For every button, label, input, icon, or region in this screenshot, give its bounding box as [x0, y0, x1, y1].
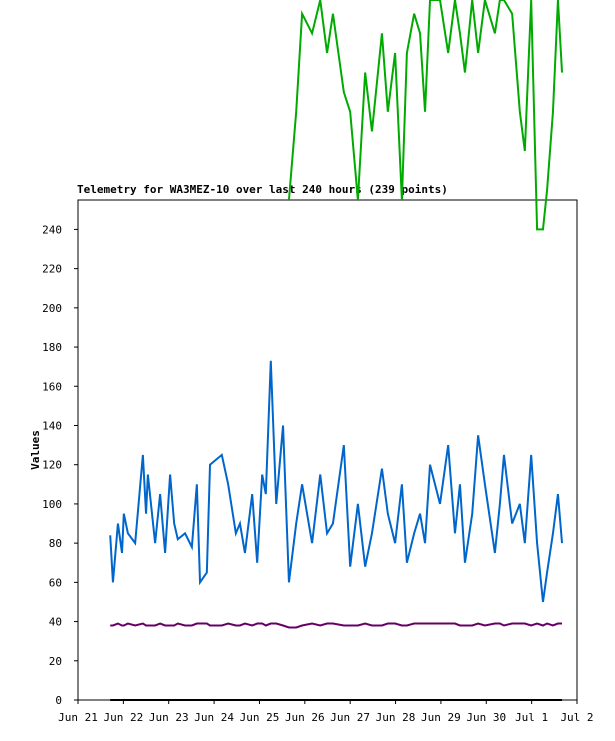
x-tick-label: Jun 23	[149, 711, 189, 724]
y-tick-label: 120	[42, 459, 62, 472]
y-tick-label: 60	[49, 576, 62, 589]
y-tick-label: 80	[49, 537, 62, 550]
x-tick-label: Jun 28	[376, 711, 416, 724]
x-tick-label: Jun 27	[330, 711, 370, 724]
y-tick-label: 240	[42, 223, 62, 236]
y-axis-label: Values	[29, 430, 42, 470]
y-tick-label: 160	[42, 380, 62, 393]
y-tick-label: 220	[42, 263, 62, 276]
x-tick-label: Jun 25	[240, 711, 280, 724]
y-tick-label: 100	[42, 498, 62, 511]
x-tick-label: Jul 1	[515, 711, 548, 724]
series-line	[109, 360, 564, 603]
y-tick-label: 20	[49, 655, 62, 668]
x-tick-label: Jun 21	[58, 711, 98, 724]
series-line	[287, 0, 564, 231]
x-tick-label: Jun 26	[285, 711, 325, 724]
y-tick-label: 140	[42, 419, 62, 432]
x-tick-label: Jun 24	[194, 711, 234, 724]
y-tick-label: 180	[42, 341, 62, 354]
chart-title: Telemetry for WA3MEZ-10 over last 240 ho…	[77, 183, 448, 196]
x-tick-label: Jul 2	[560, 711, 593, 724]
x-tick-label: Jun 29	[421, 711, 461, 724]
series-line	[110, 622, 563, 629]
y-tick-label: 0	[55, 694, 62, 707]
y-tick-label: 40	[49, 616, 62, 629]
x-tick-label: Jun 30	[466, 711, 506, 724]
y-tick-label: 200	[42, 302, 62, 315]
x-tick-label: Jun 22	[103, 711, 143, 724]
